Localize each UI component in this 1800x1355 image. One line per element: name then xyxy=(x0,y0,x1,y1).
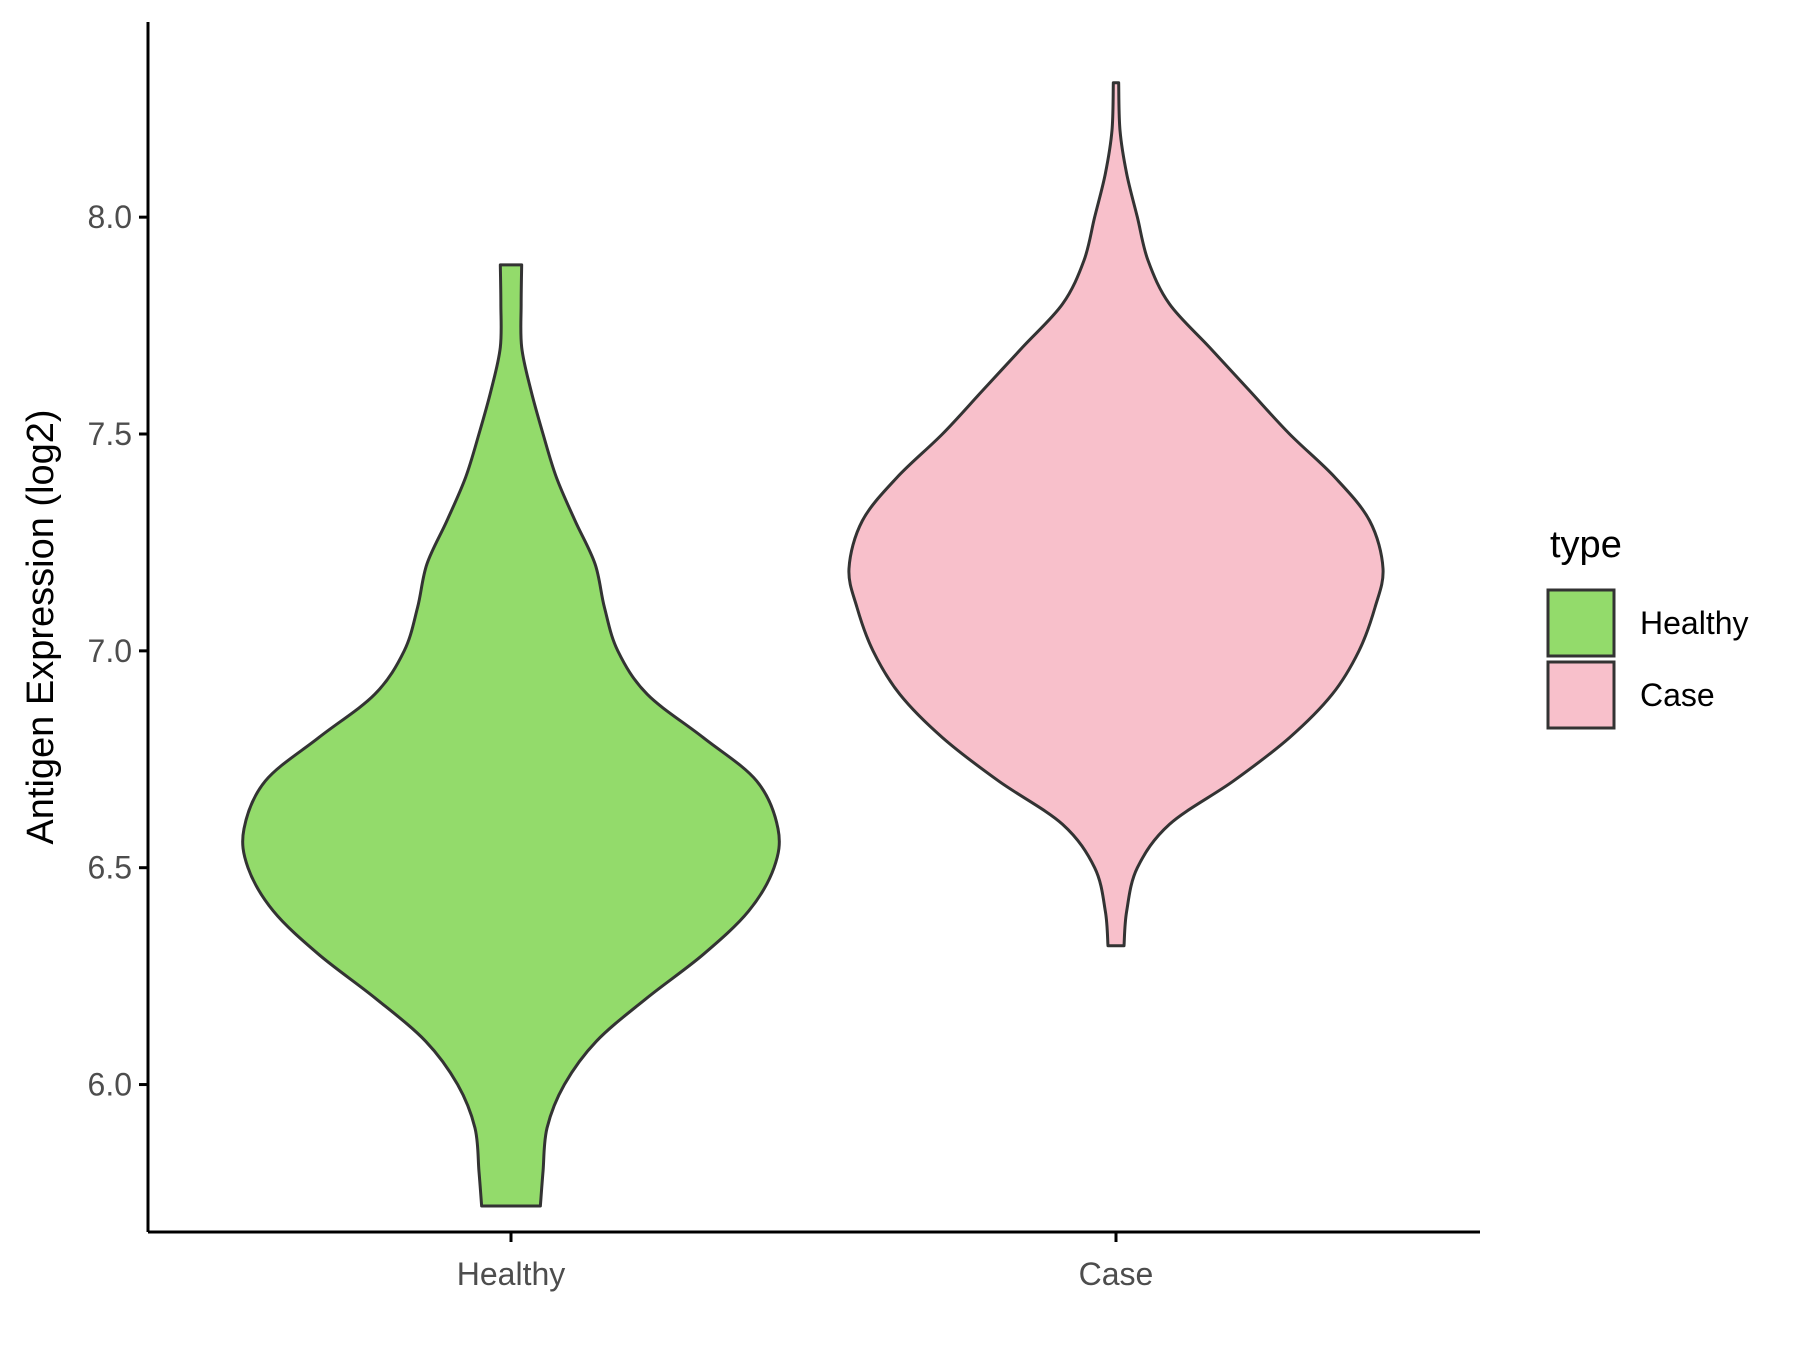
y-tick-label: 7.5 xyxy=(88,416,132,452)
violin-healthy xyxy=(241,263,781,1208)
legend-title: type xyxy=(1550,524,1622,566)
y-ticks: 6.0 6.5 7.0 7.5 8.0 xyxy=(88,199,148,1103)
x-tick-label: Healthy xyxy=(457,1256,566,1292)
y-tick-label: 8.0 xyxy=(88,199,132,235)
y-tick-label: 6.0 xyxy=(88,1067,132,1103)
y-axis-title: Antigen Expression (log2) xyxy=(20,409,62,844)
y-tick-label: 7.0 xyxy=(88,633,132,669)
legend-key-healthy xyxy=(1546,588,1616,658)
x-tick-label: Case xyxy=(1079,1256,1154,1292)
violin-case xyxy=(847,81,1385,948)
legend-label-healthy: Healthy xyxy=(1640,605,1749,641)
axes: 6.0 6.5 7.0 7.5 8.0 Healthy Case Antigen Expr… xyxy=(20,22,1480,1292)
legend-entries: Healthy Case xyxy=(1546,588,1749,730)
legend-key-case xyxy=(1546,660,1616,730)
legend: type Healthy Case xyxy=(1546,524,1749,730)
legend-label-case: Case xyxy=(1640,677,1715,713)
x-ticks: Healthy Case xyxy=(457,1232,1154,1292)
violin-layer xyxy=(241,81,1385,1208)
y-tick-label: 6.5 xyxy=(88,850,132,886)
